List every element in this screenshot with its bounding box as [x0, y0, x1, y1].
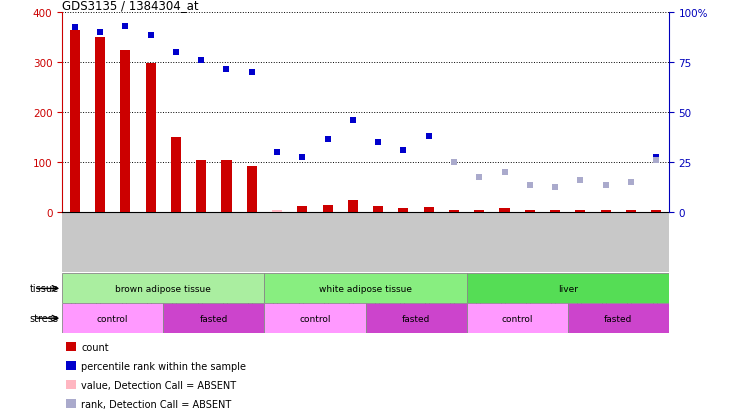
Bar: [265, 304, 366, 333]
Text: percentile rank within the sample: percentile rank within the sample: [81, 361, 246, 371]
Bar: [163, 304, 265, 333]
Text: count: count: [81, 342, 109, 352]
Bar: [246, 166, 257, 213]
Text: tissue: tissue: [29, 284, 58, 294]
Text: control: control: [501, 314, 533, 323]
Point: [372, 140, 384, 146]
Bar: [348, 200, 358, 213]
Text: GDS3135 / 1384304_at: GDS3135 / 1384304_at: [62, 0, 199, 12]
Bar: [525, 210, 535, 213]
Text: brown adipose tissue: brown adipose tissue: [115, 284, 211, 293]
Bar: [95, 38, 105, 213]
Bar: [466, 274, 669, 304]
Bar: [67, 361, 76, 370]
Bar: [575, 210, 586, 213]
Bar: [272, 210, 282, 213]
Bar: [366, 304, 466, 333]
Point: [549, 185, 561, 191]
Point: [297, 154, 308, 161]
Point: [119, 24, 131, 31]
Bar: [499, 209, 510, 213]
Bar: [651, 210, 662, 213]
Bar: [466, 304, 568, 333]
Point: [600, 182, 612, 189]
Point: [347, 117, 359, 124]
Bar: [62, 304, 163, 333]
Text: fasted: fasted: [200, 314, 228, 323]
Bar: [322, 205, 333, 213]
Bar: [121, 51, 130, 213]
Point: [195, 57, 207, 64]
Bar: [62, 274, 265, 304]
Bar: [626, 210, 636, 213]
Point: [524, 182, 536, 189]
Text: control: control: [97, 314, 129, 323]
Point: [170, 50, 182, 57]
Text: fasted: fasted: [604, 314, 632, 323]
Text: white adipose tissue: white adipose tissue: [319, 284, 412, 293]
Bar: [67, 399, 76, 408]
Bar: [568, 304, 669, 333]
Bar: [196, 160, 206, 213]
Bar: [298, 207, 307, 213]
Point: [246, 70, 257, 76]
Bar: [550, 210, 560, 213]
Bar: [221, 160, 232, 213]
Text: value, Detection Call = ABSENT: value, Detection Call = ABSENT: [81, 380, 236, 389]
Text: rank, Detection Call = ABSENT: rank, Detection Call = ABSENT: [81, 399, 232, 408]
Point: [448, 159, 460, 166]
Bar: [265, 274, 466, 304]
Bar: [424, 208, 433, 213]
Text: stress: stress: [29, 313, 58, 323]
Point: [625, 180, 637, 186]
Point: [271, 150, 283, 156]
Bar: [145, 64, 156, 213]
Point: [651, 157, 662, 164]
Bar: [601, 210, 610, 213]
Point: [651, 154, 662, 161]
Text: control: control: [299, 314, 330, 323]
Bar: [69, 31, 80, 213]
Text: fasted: fasted: [402, 314, 431, 323]
Bar: [67, 342, 76, 351]
Bar: [449, 211, 459, 213]
Point: [221, 66, 232, 73]
Point: [423, 133, 434, 140]
Point: [69, 25, 80, 31]
Text: liver: liver: [558, 284, 577, 293]
Bar: [67, 380, 76, 389]
Bar: [373, 206, 383, 213]
Point: [499, 169, 510, 176]
Point: [398, 147, 409, 154]
Point: [575, 177, 586, 184]
Point: [322, 136, 333, 142]
Point: [145, 33, 156, 40]
Bar: [171, 138, 181, 213]
Bar: [474, 210, 485, 213]
Bar: [398, 209, 409, 213]
Point: [474, 174, 485, 181]
Point: [94, 30, 106, 36]
